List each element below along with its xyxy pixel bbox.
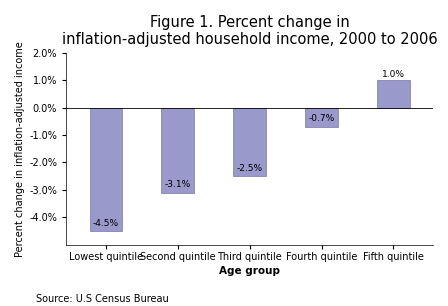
Y-axis label: Percent change in inflation-adjusted income: Percent change in inflation-adjusted inc…: [15, 41, 25, 256]
Bar: [377, 80, 409, 107]
Bar: [306, 107, 338, 127]
Text: -0.7%: -0.7%: [308, 114, 335, 123]
Bar: [161, 107, 194, 192]
Text: Source: U.S Census Bureau: Source: U.S Census Bureau: [36, 294, 168, 304]
Bar: [233, 107, 266, 176]
Title: Figure 1. Percent change in
inflation-adjusted household income, 2000 to 2006: Figure 1. Percent change in inflation-ad…: [62, 15, 437, 47]
Bar: [90, 107, 122, 231]
Text: -2.5%: -2.5%: [237, 164, 263, 173]
Text: -4.5%: -4.5%: [93, 218, 119, 228]
Text: -3.1%: -3.1%: [164, 180, 191, 189]
X-axis label: Age group: Age group: [219, 266, 280, 276]
Text: 1.0%: 1.0%: [382, 70, 405, 79]
